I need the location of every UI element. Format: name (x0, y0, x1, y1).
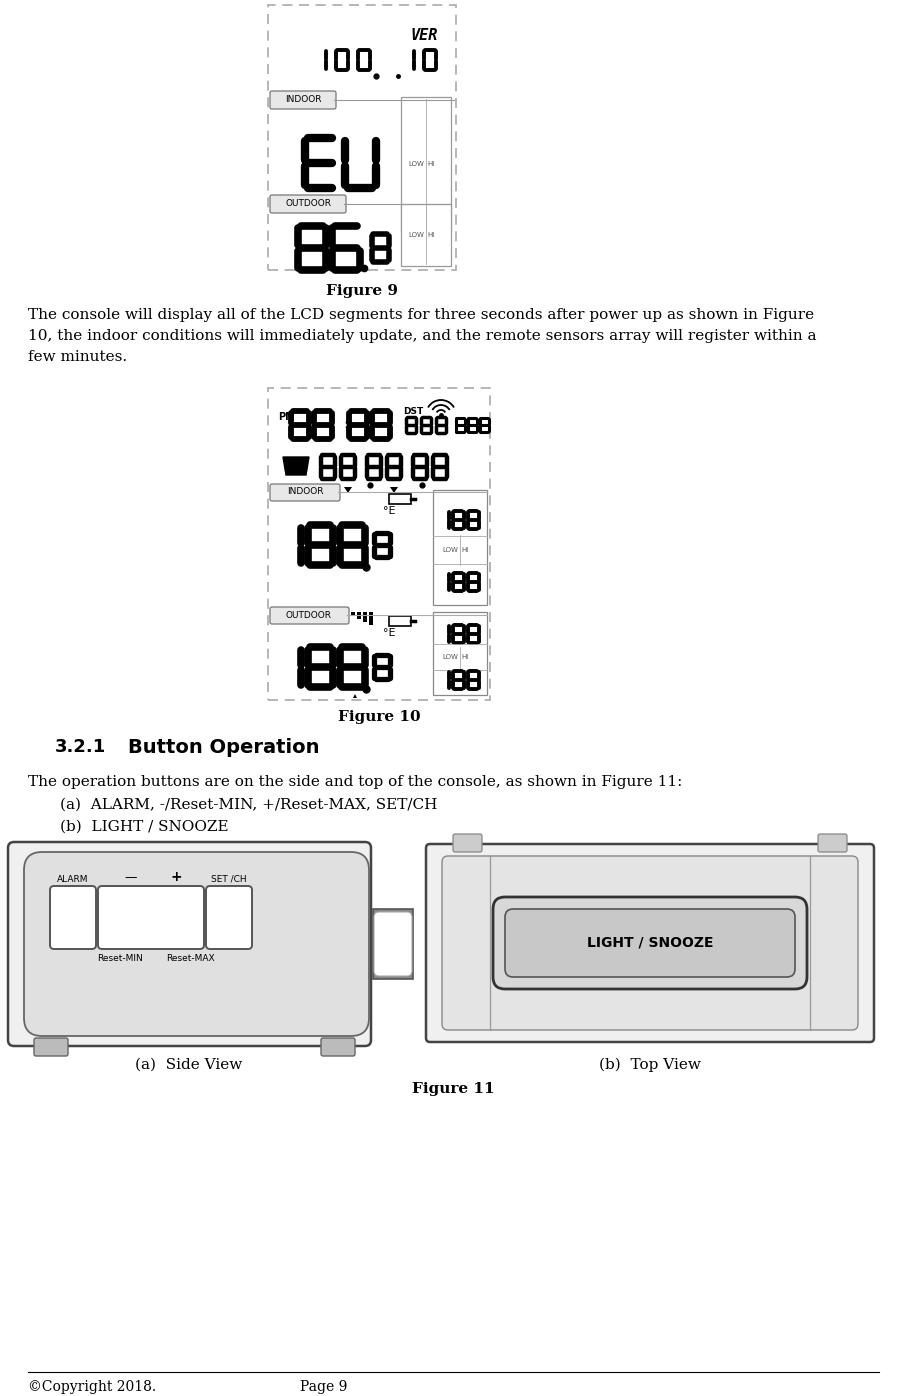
FancyBboxPatch shape (433, 611, 487, 695)
FancyBboxPatch shape (453, 833, 482, 852)
Text: VER: VER (411, 28, 438, 43)
Text: (a)  Side View: (a) Side View (135, 1058, 243, 1072)
Text: (b)  Top View: (b) Top View (599, 1058, 701, 1072)
Text: +: + (171, 870, 181, 884)
Text: LOW: LOW (408, 161, 424, 168)
FancyBboxPatch shape (34, 1039, 68, 1055)
Text: HI: HI (461, 547, 468, 553)
Text: 3.2.1: 3.2.1 (55, 738, 106, 757)
FancyBboxPatch shape (321, 1039, 355, 1055)
Text: LIGHT / SNOOZE: LIGHT / SNOOZE (587, 935, 713, 951)
FancyBboxPatch shape (433, 490, 487, 604)
FancyBboxPatch shape (374, 912, 412, 976)
Text: Figure 10: Figure 10 (337, 711, 420, 725)
Text: few minutes.: few minutes. (28, 350, 127, 364)
Text: INDOOR: INDOOR (287, 487, 323, 497)
Text: Figure 9: Figure 9 (326, 283, 398, 297)
Text: Page 9: Page 9 (300, 1381, 347, 1395)
FancyBboxPatch shape (270, 484, 340, 501)
FancyBboxPatch shape (389, 494, 411, 504)
FancyBboxPatch shape (426, 845, 874, 1041)
Text: Reset-MIN: Reset-MIN (97, 953, 143, 963)
Text: (b)  LIGHT / SNOOZE: (b) LIGHT / SNOOZE (60, 819, 229, 833)
FancyBboxPatch shape (401, 96, 451, 232)
FancyBboxPatch shape (270, 607, 349, 624)
Text: (a)  ALARM, -/Reset-MIN, +/Reset-MAX, SET/CH: (a) ALARM, -/Reset-MIN, +/Reset-MAX, SET… (60, 799, 437, 812)
Text: INDOOR: INDOOR (285, 95, 321, 105)
Text: SET /CH: SET /CH (211, 875, 247, 884)
Polygon shape (283, 456, 309, 475)
FancyBboxPatch shape (24, 852, 369, 1036)
Text: OUTDOOR: OUTDOOR (285, 200, 331, 208)
FancyBboxPatch shape (442, 856, 858, 1030)
Text: :: : (346, 412, 353, 431)
Text: °E: °E (383, 505, 395, 517)
Polygon shape (353, 694, 357, 698)
Text: HI: HI (461, 653, 468, 660)
FancyBboxPatch shape (8, 842, 371, 1046)
Text: —: — (125, 871, 137, 884)
Text: 10, the indoor conditions will immediately update, and the remote sensors array : 10, the indoor conditions will immediate… (28, 329, 816, 343)
Text: OUTDOOR: OUTDOOR (286, 610, 332, 620)
FancyBboxPatch shape (268, 388, 490, 699)
FancyBboxPatch shape (401, 204, 451, 267)
FancyBboxPatch shape (818, 833, 847, 852)
Polygon shape (344, 487, 352, 493)
Text: Button Operation: Button Operation (128, 738, 319, 757)
FancyBboxPatch shape (268, 6, 456, 269)
Text: PM: PM (278, 412, 295, 422)
Text: LOW: LOW (408, 232, 424, 237)
FancyBboxPatch shape (270, 195, 346, 214)
FancyBboxPatch shape (505, 909, 795, 977)
Text: ALARM: ALARM (57, 875, 89, 884)
Text: DST: DST (403, 406, 424, 416)
FancyBboxPatch shape (50, 886, 96, 949)
Text: HI: HI (427, 161, 434, 168)
FancyBboxPatch shape (357, 611, 361, 618)
FancyBboxPatch shape (389, 616, 411, 625)
Text: The console will display all of the LCD segments for three seconds after power u: The console will display all of the LCD … (28, 309, 814, 322)
FancyBboxPatch shape (363, 611, 367, 623)
Text: Figure 11: Figure 11 (412, 1082, 494, 1096)
Text: °E: °E (383, 628, 395, 638)
FancyBboxPatch shape (369, 611, 373, 625)
Polygon shape (390, 487, 398, 493)
FancyBboxPatch shape (270, 91, 336, 109)
Text: The operation buttons are on the side and top of the console, as shown in Figure: The operation buttons are on the side an… (28, 775, 682, 789)
Text: HI: HI (427, 232, 434, 237)
Text: LOW: LOW (442, 653, 458, 660)
Text: LOW: LOW (442, 547, 458, 553)
FancyBboxPatch shape (351, 611, 355, 616)
FancyBboxPatch shape (98, 886, 204, 949)
Text: Reset-MAX: Reset-MAX (166, 953, 214, 963)
FancyBboxPatch shape (493, 898, 807, 988)
Text: ©Copyright 2018.: ©Copyright 2018. (28, 1381, 156, 1395)
FancyBboxPatch shape (373, 909, 413, 979)
FancyBboxPatch shape (206, 886, 252, 949)
